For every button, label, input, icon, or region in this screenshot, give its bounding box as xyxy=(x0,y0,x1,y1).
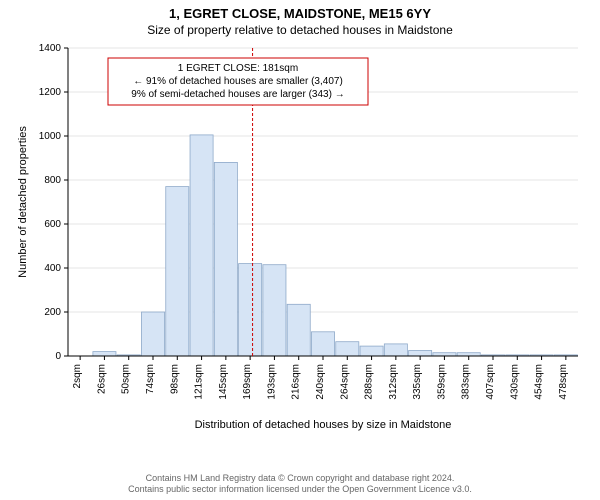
histogram-bar xyxy=(263,265,286,356)
svg-text:407sqm: 407sqm xyxy=(485,364,496,400)
histogram-bar xyxy=(214,162,237,356)
page-subtitle: Size of property relative to detached ho… xyxy=(0,21,600,37)
footer-line-2: Contains public sector information licen… xyxy=(0,484,600,496)
svg-text:74sqm: 74sqm xyxy=(145,364,156,394)
svg-text:1000: 1000 xyxy=(39,131,62,142)
svg-text:145sqm: 145sqm xyxy=(218,364,229,400)
svg-text:264sqm: 264sqm xyxy=(339,364,350,400)
histogram-bar xyxy=(287,304,310,356)
chart-svg: 0 200 400 600 800 1000 1200 1400 2sqm 26sqm 50sqm 7… xyxy=(10,42,590,442)
svg-text:200: 200 xyxy=(44,307,61,318)
svg-text:288sqm: 288sqm xyxy=(364,364,375,400)
annotation-line: 9% of semi-detached houses are larger (3… xyxy=(131,89,344,100)
svg-text:454sqm: 454sqm xyxy=(534,364,545,400)
histogram-bar xyxy=(360,346,383,356)
svg-text:2sqm: 2sqm xyxy=(72,364,83,388)
svg-text:359sqm: 359sqm xyxy=(436,364,447,400)
page-title: 1, EGRET CLOSE, MAIDSTONE, ME15 6YY xyxy=(0,0,600,21)
svg-text:193sqm: 193sqm xyxy=(266,364,277,400)
svg-text:400: 400 xyxy=(44,263,61,274)
page-container: 1, EGRET CLOSE, MAIDSTONE, ME15 6YY Size… xyxy=(0,0,600,500)
histogram-bar xyxy=(311,332,334,356)
histogram-bar xyxy=(336,342,359,356)
histogram-chart: 0 200 400 600 800 1000 1200 1400 2sqm 26sqm 50sqm 7… xyxy=(10,42,590,442)
svg-text:0: 0 xyxy=(55,351,61,362)
annotation-line: ← 91% of detached houses are smaller (3,… xyxy=(133,76,343,87)
footer: Contains HM Land Registry data © Crown c… xyxy=(0,473,600,496)
histogram-bar xyxy=(93,352,116,356)
svg-text:1400: 1400 xyxy=(39,43,62,54)
histogram-bar xyxy=(166,187,189,356)
y-axis-label: Number of detached properties xyxy=(17,126,29,278)
footer-line-1: Contains HM Land Registry data © Crown c… xyxy=(0,473,600,485)
svg-text:430sqm: 430sqm xyxy=(509,364,520,400)
annotation-line: 1 EGRET CLOSE: 181sqm xyxy=(178,63,298,74)
svg-text:216sqm: 216sqm xyxy=(291,364,302,400)
svg-text:26sqm: 26sqm xyxy=(96,364,107,394)
svg-text:312sqm: 312sqm xyxy=(388,364,399,400)
svg-text:50sqm: 50sqm xyxy=(121,364,132,394)
svg-text:478sqm: 478sqm xyxy=(558,364,569,400)
histogram-bar xyxy=(190,135,213,356)
svg-text:1200: 1200 xyxy=(39,87,62,98)
histogram-bar xyxy=(384,344,407,356)
x-axis-label: Distribution of detached houses by size … xyxy=(195,419,452,431)
histogram-bar xyxy=(239,264,262,356)
svg-text:335sqm: 335sqm xyxy=(412,364,423,400)
histogram-bar xyxy=(409,351,432,357)
svg-text:169sqm: 169sqm xyxy=(242,364,253,400)
svg-text:121sqm: 121sqm xyxy=(194,364,205,400)
svg-text:600: 600 xyxy=(44,219,61,230)
svg-text:240sqm: 240sqm xyxy=(315,364,326,400)
svg-text:800: 800 xyxy=(44,175,61,186)
histogram-bar xyxy=(141,312,164,356)
svg-text:383sqm: 383sqm xyxy=(461,364,472,400)
svg-text:98sqm: 98sqm xyxy=(169,364,180,394)
